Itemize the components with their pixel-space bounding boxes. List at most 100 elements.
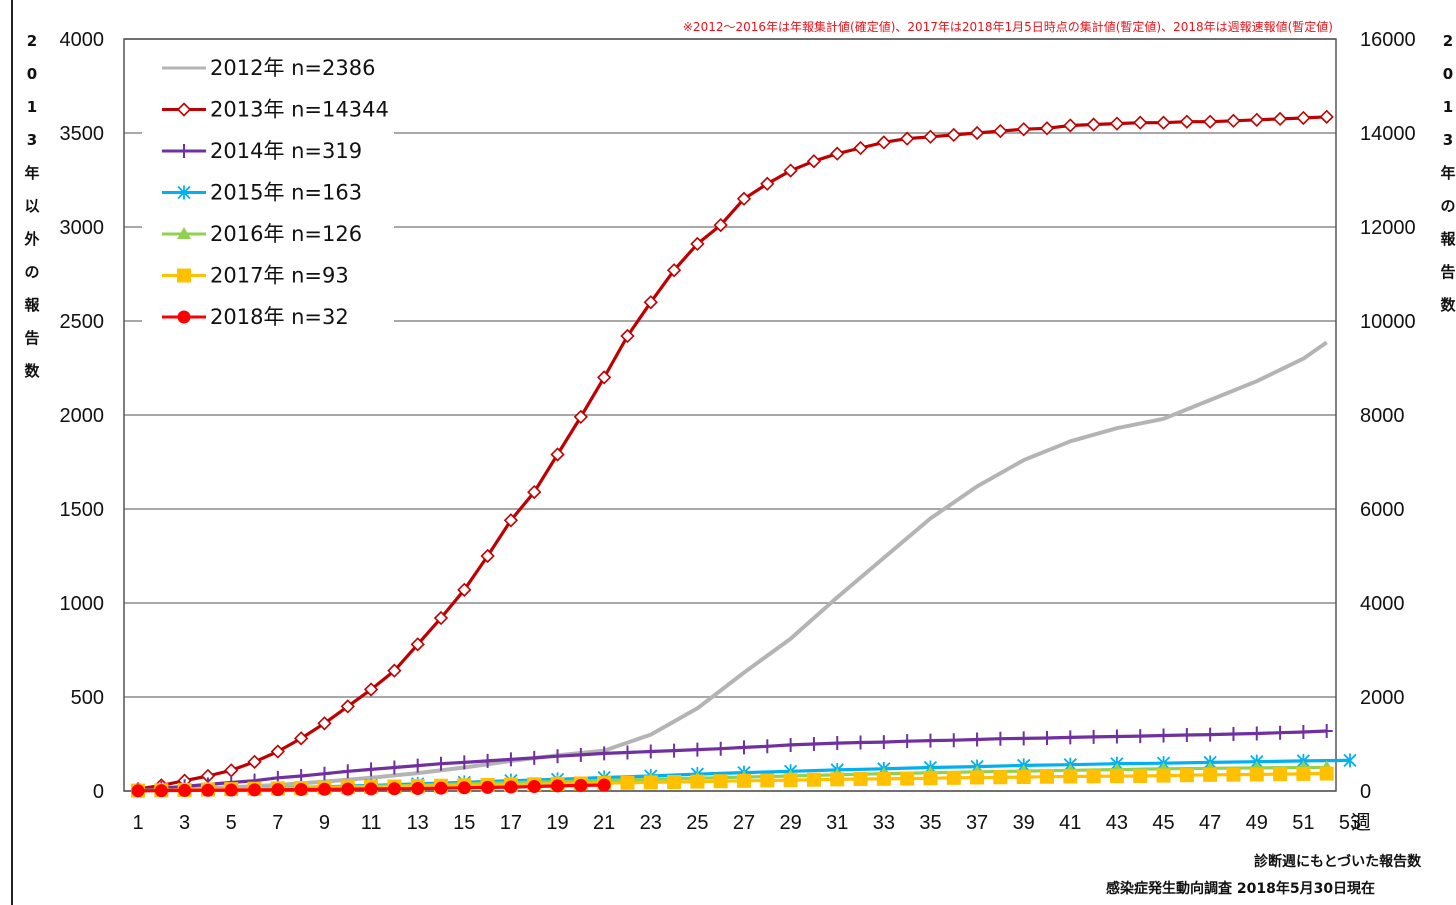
x-tick-label: 7 bbox=[272, 812, 283, 834]
legend-item: 2018年 n=32 bbox=[162, 305, 349, 329]
legend-label: 2013年 n=14344 bbox=[210, 98, 389, 122]
data-point bbox=[178, 783, 192, 797]
data-point bbox=[1087, 729, 1100, 744]
data-point bbox=[1319, 109, 1334, 124]
data-point bbox=[550, 447, 565, 462]
data-point bbox=[317, 716, 332, 731]
data-point bbox=[480, 548, 495, 564]
axis-label-char: 年 bbox=[24, 164, 39, 182]
data-point bbox=[1226, 767, 1241, 782]
data-point bbox=[1296, 766, 1311, 781]
x-tick-label: 41 bbox=[1059, 812, 1081, 834]
data-point bbox=[504, 780, 518, 794]
x-tick-label: 21 bbox=[593, 812, 615, 834]
x-tick-label: 13 bbox=[407, 812, 429, 834]
data-point bbox=[177, 227, 191, 239]
data-point bbox=[784, 737, 797, 752]
legend-item: 2016年 n=126 bbox=[162, 222, 362, 246]
left-y-tick-label: 2000 bbox=[60, 405, 105, 427]
data-point bbox=[201, 783, 215, 797]
data-point bbox=[713, 774, 728, 789]
x-tick-label: 47 bbox=[1199, 812, 1221, 834]
data-point bbox=[643, 775, 658, 790]
series-6 bbox=[131, 766, 1334, 798]
axis-label-char: 告 bbox=[1440, 263, 1455, 281]
data-point bbox=[177, 310, 191, 324]
data-point bbox=[1133, 115, 1148, 130]
data-point bbox=[481, 753, 494, 768]
data-point bbox=[1296, 110, 1311, 126]
data-point bbox=[340, 699, 355, 714]
data-point bbox=[387, 663, 402, 678]
data-point bbox=[457, 781, 471, 795]
data-point bbox=[178, 144, 190, 158]
data-point bbox=[597, 370, 612, 385]
data-point bbox=[1226, 113, 1241, 128]
legend-label: 2017年 n=93 bbox=[210, 264, 349, 288]
x-tick-label: 3 bbox=[179, 812, 190, 834]
data-point bbox=[1272, 111, 1288, 127]
footer-line-1: 診断週にもとづいた報告数 bbox=[1254, 853, 1422, 870]
axis-label-char: 1 bbox=[27, 98, 37, 116]
data-point bbox=[901, 734, 914, 749]
chart-note: ※2012〜2016年は年報集計値(確定値)、2017年は2018年1月5日時点… bbox=[683, 19, 1333, 34]
x-tick-label: 15 bbox=[453, 812, 475, 834]
series-line bbox=[137, 340, 1328, 793]
axis-label-char: 2 bbox=[1443, 32, 1453, 50]
data-point bbox=[528, 750, 541, 765]
data-point bbox=[691, 742, 704, 757]
data-point bbox=[1063, 118, 1078, 133]
legend-item: 2012年 n=2386 bbox=[162, 56, 375, 80]
data-point bbox=[573, 409, 588, 425]
data-point bbox=[876, 135, 891, 150]
data-point bbox=[923, 129, 938, 144]
right-y-tick-label: 10000 bbox=[1360, 311, 1416, 333]
legend-label: 2015年 n=163 bbox=[210, 181, 362, 205]
right-y-tick-label: 12000 bbox=[1360, 217, 1416, 239]
left-y-tick-label: 500 bbox=[71, 687, 104, 709]
data-point bbox=[410, 637, 425, 652]
data-point bbox=[176, 102, 192, 117]
data-point bbox=[1343, 753, 1357, 768]
data-point bbox=[1204, 727, 1217, 742]
data-point bbox=[970, 770, 985, 785]
axis-label-char: 告 bbox=[24, 329, 39, 347]
right-y-axis: 0 2000 4000 6000 8000 10000 12000 14000 16000 bbox=[1360, 29, 1416, 803]
data-point bbox=[503, 513, 519, 528]
data-point bbox=[435, 756, 447, 771]
data-point bbox=[783, 163, 798, 178]
x-tick-label: 11 bbox=[361, 812, 382, 834]
data-point bbox=[364, 782, 378, 796]
data-point bbox=[900, 771, 915, 786]
data-point bbox=[1040, 769, 1054, 784]
data-point bbox=[830, 772, 845, 787]
data-point bbox=[1086, 769, 1101, 784]
data-point bbox=[994, 731, 1007, 746]
right-y-tick-label: 6000 bbox=[1360, 499, 1405, 521]
data-point bbox=[388, 760, 401, 775]
x-tick-label: 27 bbox=[733, 812, 755, 834]
x-tick-label: 1 bbox=[132, 812, 143, 834]
data-point bbox=[900, 131, 915, 146]
data-point bbox=[1156, 768, 1171, 783]
data-point bbox=[295, 768, 308, 783]
data-point bbox=[341, 782, 355, 796]
data-point bbox=[317, 782, 331, 796]
data-point bbox=[411, 758, 424, 773]
data-point bbox=[760, 773, 775, 788]
axis-label-char: 数 bbox=[1440, 296, 1456, 314]
data-point bbox=[341, 764, 354, 779]
data-point bbox=[923, 771, 938, 786]
data-point bbox=[294, 782, 308, 796]
data-point bbox=[783, 773, 798, 788]
x-tick-label: 35 bbox=[919, 812, 941, 834]
left-y-tick-label: 3500 bbox=[60, 123, 105, 145]
right-y-tick-label: 0 bbox=[1360, 781, 1371, 803]
data-point bbox=[993, 770, 1008, 785]
left-y-tick-label: 4000 bbox=[60, 29, 105, 51]
x-tick-label: 33 bbox=[873, 812, 895, 834]
data-point bbox=[1227, 727, 1240, 742]
axis-label-char: 1 bbox=[1443, 98, 1453, 116]
left-y-tick-label: 2500 bbox=[60, 311, 105, 333]
data-point bbox=[736, 191, 752, 206]
